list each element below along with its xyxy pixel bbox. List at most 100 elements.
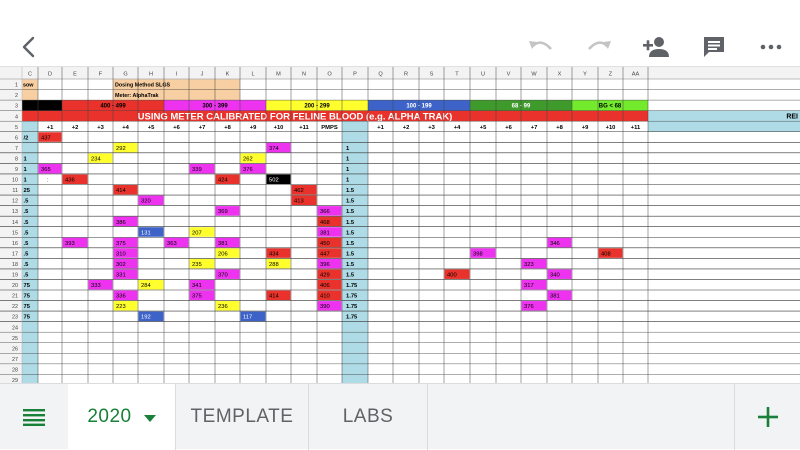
value-cell-text: 468	[320, 220, 330, 226]
top-toolbar	[0, 0, 800, 66]
p-column-value: 1	[346, 146, 350, 152]
column-header-h: H	[149, 72, 153, 78]
subheader-cell: +8	[224, 125, 231, 131]
p-column-value: 1.5	[346, 188, 355, 194]
c-column-value: 75	[24, 304, 31, 310]
column-header-k: K	[226, 72, 230, 78]
value-cell	[547, 237, 572, 248]
subheader-cell: PMPS	[321, 125, 338, 131]
sheet-canvas[interactable]: 400 - 499 300 - 399 200 - 299 100 - 199 68 -…	[0, 67, 800, 383]
column-header-d: D	[48, 72, 52, 78]
value-cell	[113, 248, 138, 258]
value-cell	[138, 227, 164, 237]
row-number: 14	[12, 220, 18, 226]
value-cell-text: 381	[218, 241, 228, 247]
subheader-cell: +6	[173, 125, 180, 131]
column-header-g: G	[123, 72, 127, 78]
value-cell	[215, 237, 240, 248]
value-cell	[547, 269, 572, 279]
value-cell-text: 234	[91, 156, 101, 162]
value-cell-text: 331	[116, 273, 126, 279]
row-number: 28	[12, 367, 18, 373]
value-cell	[62, 174, 88, 184]
share-button[interactable]	[639, 30, 673, 64]
range-label: 400 - 499	[100, 104, 126, 110]
range-label: BG < 68	[599, 104, 622, 110]
column-header-aa: AA	[632, 72, 640, 78]
value-cell	[291, 195, 317, 206]
tab-template-label: TEMPLATE	[190, 406, 294, 427]
comment-button[interactable]	[697, 30, 731, 64]
c-column-value: .5	[24, 230, 30, 236]
range-label: 68 - 99	[512, 104, 531, 110]
value-cell-text: 320	[141, 199, 151, 205]
value-cell-text: 376	[243, 167, 253, 173]
subheader-cell: +2	[403, 125, 410, 131]
value-cell-text: 288	[269, 262, 279, 268]
column-header-t: T	[455, 72, 459, 78]
p-column-value: 1.75	[346, 283, 358, 289]
more-options-button[interactable]	[754, 30, 788, 64]
value-cell-text: 333	[91, 283, 101, 289]
value-cell-text: 339	[192, 167, 202, 173]
dosing-method-text: Dosing Method SLGS	[115, 82, 171, 88]
value-cell	[113, 301, 138, 311]
row-number: 5	[15, 125, 18, 131]
value-cell-text: 317	[524, 283, 534, 289]
subheader-cell: +7	[199, 125, 206, 131]
row-number: 4	[15, 114, 18, 120]
tab-labs[interactable]: LABS	[308, 384, 428, 450]
p-column-value: 1	[346, 156, 350, 162]
value-cell	[215, 174, 240, 184]
value-cell-text: 398	[473, 251, 483, 257]
row-number: 17	[12, 251, 18, 257]
sheet-list-icon	[23, 409, 45, 426]
c-column-value: .5	[24, 262, 30, 268]
back-button[interactable]	[12, 30, 46, 64]
spreadsheet-grid[interactable]: 400 - 499 300 - 399 200 - 299 100 - 199 68 -…	[0, 66, 800, 383]
row-number: 3	[15, 104, 18, 110]
value-cell	[521, 279, 547, 290]
tab-2020[interactable]: 2020	[68, 384, 175, 450]
d10-value: :	[47, 178, 49, 184]
subheader-cell: +3	[428, 125, 435, 131]
value-cell-text: 292	[116, 146, 126, 152]
c-column-value: .5	[24, 273, 30, 279]
c-column-value: .5	[24, 220, 30, 226]
right-header-text: REI	[786, 114, 798, 121]
row-number: 25	[12, 336, 18, 342]
value-cell	[113, 237, 138, 248]
value-cell	[291, 185, 317, 195]
value-cell	[266, 258, 291, 269]
p-column-value: 1.5	[346, 262, 355, 268]
value-cell	[189, 227, 215, 237]
value-cell	[138, 195, 164, 206]
value-cell-text: 410	[320, 294, 330, 300]
teal-column-p	[342, 121, 368, 383]
value-cell-text: 393	[65, 241, 75, 247]
c-column-value: .5	[24, 209, 30, 215]
undo-button[interactable]	[524, 30, 558, 64]
value-cell-text: 336	[116, 294, 126, 300]
sheet-list-button[interactable]	[0, 384, 68, 450]
column-header-l: L	[251, 72, 254, 78]
value-cell	[215, 206, 240, 216]
value-cell-text: 400	[447, 273, 457, 279]
value-cell	[240, 153, 266, 163]
column-header-u: U	[481, 72, 485, 78]
value-cell-text: 502	[269, 178, 279, 184]
redo-button[interactable]	[582, 30, 616, 64]
add-sheet-button[interactable]	[734, 384, 800, 450]
value-cell-text: 375	[116, 241, 126, 247]
tab-labs-label: LABS	[342, 406, 394, 427]
subheader-cell: +4	[122, 125, 129, 131]
value-cell	[317, 258, 342, 269]
column-header-e: E	[73, 72, 77, 78]
column-header-i: I	[176, 72, 178, 78]
value-cell	[164, 237, 189, 248]
value-cell	[113, 185, 138, 195]
tab-template[interactable]: TEMPLATE	[175, 384, 308, 450]
subheader-cell: +10	[606, 125, 616, 131]
value-cell-text: 323	[524, 262, 534, 268]
value-cell-text: 207	[192, 230, 202, 236]
